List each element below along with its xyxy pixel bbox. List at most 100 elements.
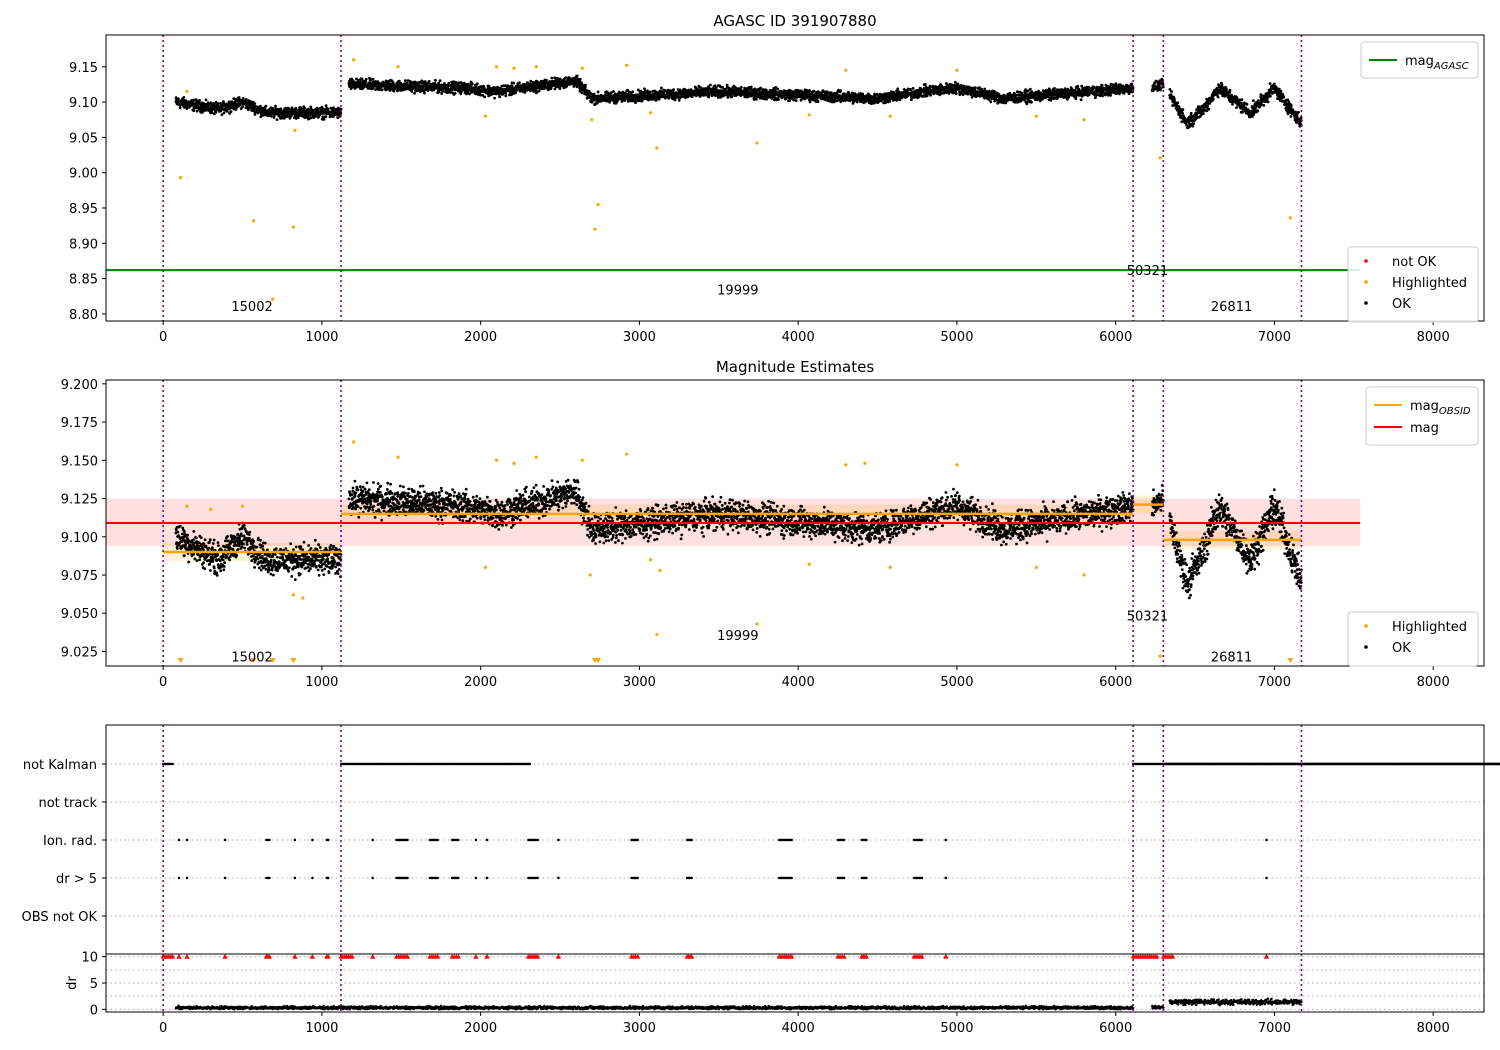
ok-point <box>512 81 515 85</box>
ok-point <box>274 104 277 108</box>
ok-point <box>324 115 328 119</box>
ok-point <box>360 77 364 81</box>
ok-point <box>1020 91 1024 95</box>
ok-point <box>192 98 196 102</box>
ok-point <box>1114 82 1118 86</box>
ok-point <box>229 110 233 113</box>
ok-point <box>564 76 568 80</box>
ok-point <box>374 88 377 91</box>
ok-point <box>1028 87 1032 91</box>
ok-point <box>928 84 932 88</box>
ok-point <box>726 96 730 99</box>
ok-point <box>434 78 437 82</box>
ok-point <box>433 82 437 85</box>
ok-point <box>983 87 987 91</box>
ok-point <box>195 109 199 113</box>
ok-point <box>413 91 416 95</box>
ok-point <box>498 95 501 99</box>
ok-point <box>294 106 298 110</box>
ok-point <box>1228 88 1232 92</box>
ok-point <box>198 99 202 102</box>
ok-point <box>929 93 932 97</box>
ok-point <box>185 107 189 110</box>
ok-point <box>954 92 958 95</box>
ok-point <box>550 76 554 80</box>
panel-title: AGASC ID 391907880 <box>713 12 876 30</box>
ok-point <box>709 83 712 87</box>
ok-point <box>799 98 803 102</box>
ok-point <box>634 101 637 104</box>
ok-point <box>222 111 226 115</box>
ok-point <box>808 100 812 104</box>
ok-point <box>1176 101 1180 105</box>
ok-point <box>504 94 508 98</box>
ok-point <box>220 113 224 116</box>
ok-point <box>672 88 675 91</box>
ok-point <box>537 89 541 93</box>
ok-point <box>449 91 452 94</box>
ok-point <box>441 89 445 93</box>
ok-point <box>303 106 306 110</box>
ok-point <box>1211 97 1215 101</box>
ok-point <box>1080 84 1084 88</box>
ok-point <box>1207 107 1211 111</box>
ok-point <box>1181 112 1185 115</box>
ok-point <box>640 99 644 103</box>
ok-point <box>264 104 268 108</box>
ok-point <box>749 85 753 89</box>
ok-point <box>405 81 409 85</box>
ok-point <box>1130 82 1134 86</box>
ok-point <box>1030 100 1033 104</box>
ok-point <box>1049 98 1053 102</box>
ok-point <box>910 98 913 102</box>
ok-point <box>403 79 407 83</box>
ok-point <box>1087 85 1091 89</box>
ok-point <box>584 83 587 87</box>
ok-point <box>1192 122 1196 126</box>
ok-point <box>322 118 326 121</box>
ok-point <box>575 74 579 78</box>
ok-point <box>677 98 681 102</box>
ok-point <box>269 114 273 118</box>
ok-point <box>596 90 600 94</box>
ok-point <box>178 106 182 110</box>
ok-point <box>216 102 220 105</box>
ok-point <box>371 77 375 81</box>
ok-point <box>839 100 843 104</box>
ok-point <box>518 81 521 85</box>
ok-point <box>453 92 457 95</box>
ok-point <box>788 99 792 102</box>
ok-point <box>364 77 368 81</box>
ok-point <box>493 96 496 100</box>
ok-point <box>233 100 237 104</box>
ok-point <box>214 111 218 114</box>
ok-point <box>204 98 208 102</box>
ok-point <box>256 111 260 115</box>
ok-point <box>234 108 238 111</box>
ok-point <box>755 97 758 101</box>
ok-point <box>1053 87 1056 90</box>
ok-point <box>174 96 178 99</box>
ok-point <box>1225 88 1228 92</box>
ok-point <box>210 111 214 114</box>
ok-point <box>1191 124 1195 128</box>
ok-point <box>715 86 718 89</box>
ok-point <box>925 94 929 98</box>
ok-point <box>839 89 842 93</box>
ok-point <box>855 100 859 104</box>
ok-point <box>241 105 245 109</box>
ok-point <box>739 86 743 89</box>
ok-point <box>253 102 257 105</box>
ok-point <box>1189 111 1193 115</box>
ok-point <box>660 86 663 90</box>
ok-point <box>1101 94 1104 98</box>
ok-point <box>182 96 186 99</box>
ok-point <box>311 109 315 112</box>
ok-point <box>730 95 734 99</box>
ok-point <box>222 101 226 105</box>
ok-point <box>578 77 582 81</box>
ok-point <box>1181 108 1185 111</box>
ok-point <box>608 99 612 103</box>
ok-point <box>504 92 507 95</box>
